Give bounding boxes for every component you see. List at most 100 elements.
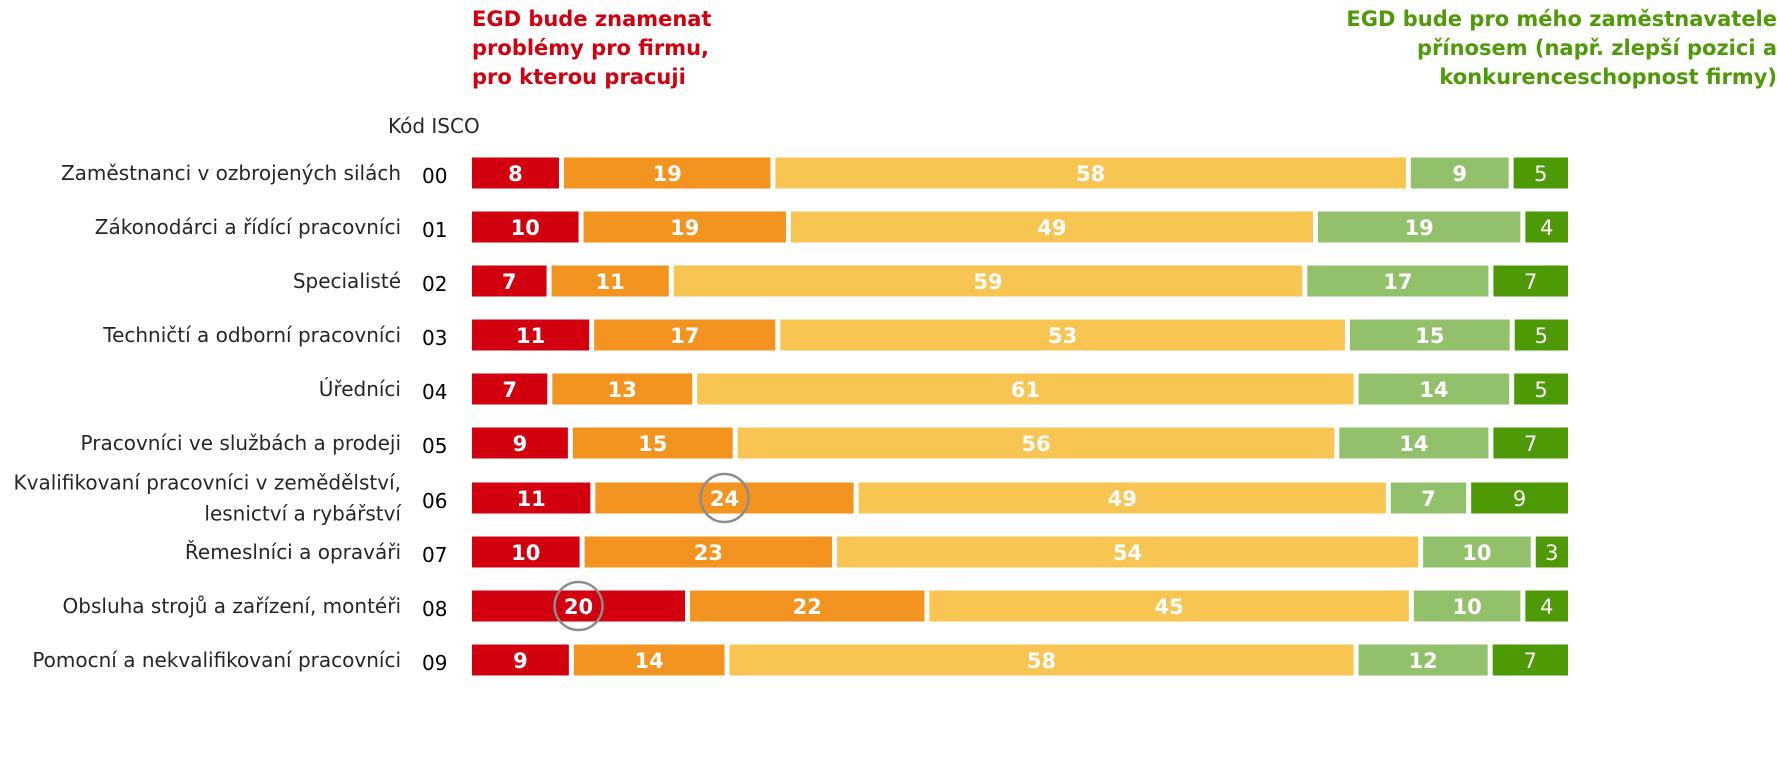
bar-segment bbox=[1493, 265, 1568, 297]
bar-segment bbox=[472, 482, 591, 514]
bar-segment bbox=[472, 536, 580, 568]
category-label: Pomocní a nekvalifikovaní pracovníci bbox=[32, 648, 401, 672]
value-label: 17 bbox=[1383, 270, 1412, 294]
value-label: 14 bbox=[1399, 432, 1428, 456]
value-label: 56 bbox=[1021, 432, 1050, 456]
value-label: 5 bbox=[1534, 162, 1547, 186]
value-label: 7 bbox=[1524, 649, 1537, 673]
bar-segment bbox=[1525, 590, 1568, 622]
negative-note-line: pro kterou pracuji bbox=[472, 65, 686, 89]
isco-code-label: 07 bbox=[422, 543, 447, 567]
category-label: Pracovníci ve službách a prodeji bbox=[81, 431, 401, 455]
bar-segment bbox=[551, 265, 669, 297]
bar-segment bbox=[472, 644, 569, 676]
bar-segment bbox=[780, 319, 1345, 351]
negative-note-line: problémy pro firmu, bbox=[472, 36, 710, 60]
value-label: 19 bbox=[1405, 216, 1434, 240]
category-label: Specialisté bbox=[293, 269, 401, 293]
value-label: 5 bbox=[1534, 378, 1547, 402]
value-label: 58 bbox=[1027, 649, 1056, 673]
bar-segment bbox=[472, 319, 590, 351]
isco-code-label: 01 bbox=[422, 218, 447, 242]
bar-segment bbox=[1317, 211, 1521, 243]
value-label: 3 bbox=[1545, 541, 1558, 565]
category-label: Úředníci bbox=[319, 377, 401, 401]
value-label: 61 bbox=[1011, 378, 1040, 402]
bar-row: Pracovníci ve službách a prodeji 05 9 15 56 1… bbox=[81, 427, 1568, 459]
value-label: 19 bbox=[670, 216, 699, 240]
bar-segment bbox=[552, 373, 693, 405]
bar-segment bbox=[573, 644, 725, 676]
bar-segment bbox=[1535, 536, 1568, 568]
value-label: 58 bbox=[1076, 162, 1105, 186]
value-label: 10 bbox=[511, 541, 540, 565]
value-label: 17 bbox=[670, 324, 699, 348]
value-label: 11 bbox=[596, 270, 625, 294]
bar-segment bbox=[729, 644, 1354, 676]
value-label: 7 bbox=[502, 378, 517, 402]
bar-segment bbox=[1339, 427, 1489, 459]
positive-note-line: EGD bude pro mého zaměstnavatele bbox=[1346, 7, 1777, 31]
bar-segment bbox=[595, 482, 854, 514]
bar-segment bbox=[472, 211, 579, 243]
category-label: lesnictví a rybářství bbox=[204, 502, 402, 526]
bar-segment bbox=[1525, 211, 1568, 243]
bar-segment bbox=[472, 373, 548, 405]
value-label: 45 bbox=[1155, 595, 1184, 619]
bar-segment bbox=[837, 536, 1419, 568]
chart-rows: Zaměstnanci v ozbrojených silách 00 8 19 58 9… bbox=[14, 157, 1568, 676]
isco-code-label: 00 bbox=[422, 164, 447, 188]
positive-note-line: konkurenceschopnost firmy) bbox=[1439, 65, 1777, 89]
value-label: 15 bbox=[638, 432, 667, 456]
value-label: 24 bbox=[710, 487, 739, 511]
value-label: 20 bbox=[564, 595, 593, 619]
bar-segment bbox=[472, 590, 686, 622]
isco-code-label: 08 bbox=[422, 597, 447, 621]
value-label: 10 bbox=[1453, 595, 1482, 619]
category-label: Řemeslníci a opraváři bbox=[185, 540, 401, 564]
value-label: 7 bbox=[1524, 432, 1537, 456]
value-label: 14 bbox=[1419, 378, 1448, 402]
value-label: 14 bbox=[635, 649, 664, 673]
code-header: Kód ISCO bbox=[388, 114, 480, 138]
value-label: 9 bbox=[1452, 162, 1467, 186]
bar-segment bbox=[1514, 373, 1568, 405]
bar-segment bbox=[1307, 265, 1489, 297]
value-label: 12 bbox=[1409, 649, 1438, 673]
bar-segment bbox=[1358, 373, 1510, 405]
highlight-circle bbox=[553, 580, 604, 632]
bar-segment bbox=[929, 590, 1409, 622]
bar-segment bbox=[472, 157, 559, 189]
value-label: 7 bbox=[502, 270, 517, 294]
value-label: 49 bbox=[1108, 487, 1137, 511]
value-label: 7 bbox=[1524, 270, 1537, 294]
bar-row: Kvalifikovaní pracovníci v zemědělství, l… bbox=[14, 471, 1568, 526]
value-label: 11 bbox=[516, 324, 545, 348]
bar-row: Obsluha strojů a zařízení, montéři 08 20 22… bbox=[63, 580, 1568, 632]
bar-segment bbox=[737, 427, 1335, 459]
category-label: Techničtí a odborní pracovníci bbox=[102, 323, 401, 347]
category-label: Obsluha strojů a zařízení, montéři bbox=[63, 594, 401, 618]
bar-segment bbox=[673, 265, 1303, 297]
value-label: 54 bbox=[1113, 541, 1142, 565]
bar-row: Techničtí a odborní pracovníci 03 11 17 53 15… bbox=[102, 319, 1568, 351]
bar-row: Zaměstnanci v ozbrojených silách 00 8 19 58 9… bbox=[61, 157, 1568, 189]
bar-segment bbox=[1349, 319, 1510, 351]
bar-segment bbox=[1493, 427, 1568, 459]
negative-note-line: EGD bude znamenat bbox=[472, 7, 712, 31]
bar-segment bbox=[790, 211, 1313, 243]
bar-segment bbox=[858, 482, 1386, 514]
value-label: 13 bbox=[608, 378, 637, 402]
bar-segment bbox=[472, 265, 547, 297]
value-label: 4 bbox=[1540, 216, 1553, 240]
category-label: Zaměstnanci v ozbrojených silách bbox=[61, 161, 401, 185]
isco-code-label: 09 bbox=[422, 651, 447, 675]
bar-segment bbox=[1423, 536, 1531, 568]
isco-code-label: 05 bbox=[422, 434, 447, 458]
bar-segment bbox=[584, 536, 833, 568]
bar-row: Specialisté 02 7 11 59 17 7 bbox=[293, 265, 1568, 297]
value-label: 10 bbox=[1462, 541, 1491, 565]
value-label: 53 bbox=[1048, 324, 1077, 348]
positive-impact-note: EGD bude pro mého zaměstnavatele přínose… bbox=[1257, 5, 1777, 92]
bar-segment bbox=[697, 373, 1354, 405]
